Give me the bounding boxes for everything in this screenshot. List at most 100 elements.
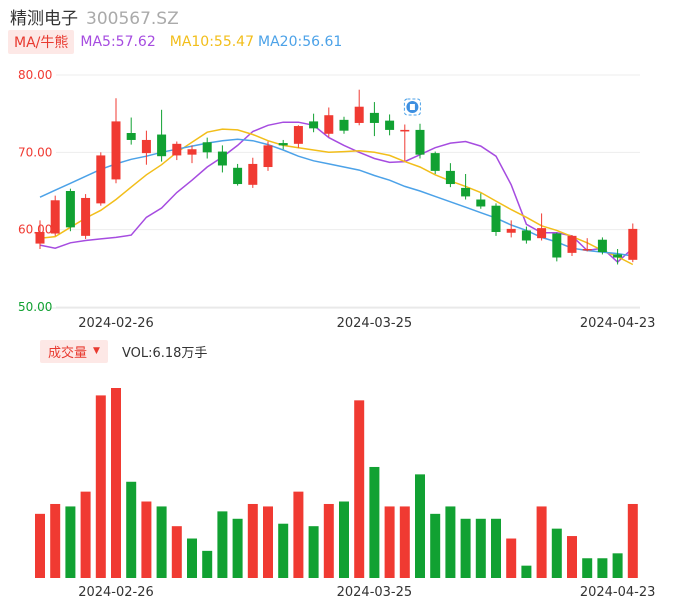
volume-bar (111, 388, 121, 578)
volume-bar (551, 528, 562, 578)
x-tick-label: 2024-02-26 (78, 316, 154, 331)
x-tick-label: 2024-04-23 (580, 585, 656, 600)
ma5-line (39, 121, 634, 264)
ma5-value: MA5:57.62 (80, 34, 156, 50)
volume-bar (308, 526, 319, 578)
candle-body (217, 151, 227, 166)
candle (50, 195, 60, 236)
candle-body (582, 249, 592, 251)
volume-bar (475, 518, 486, 578)
candle-body (202, 142, 212, 153)
candle (597, 237, 607, 255)
volume-bar (399, 506, 410, 578)
candle-body (263, 145, 273, 168)
candle (248, 157, 258, 188)
volume-bar (263, 506, 273, 578)
candle-body (157, 134, 167, 157)
volume-bar (141, 501, 152, 578)
candle (430, 151, 440, 174)
candle (461, 173, 471, 200)
x-tick-label: 2024-03-25 (337, 316, 413, 331)
candle-body (278, 143, 288, 146)
candle (445, 163, 455, 188)
volume-bar (627, 503, 638, 578)
volume-bar (384, 506, 395, 578)
volume-bar (293, 491, 304, 578)
y-tick-label: 80.00 (18, 68, 52, 82)
volume-bar (247, 503, 258, 578)
volume-bar (156, 506, 167, 578)
volume-bar (521, 565, 532, 578)
x-tick-label: 2024-02-26 (78, 585, 154, 600)
volume-indicator-button[interactable]: 成交量 ▼ (40, 339, 108, 363)
stock-code: 300567.SZ (86, 9, 179, 29)
ma-indicator-button[interactable]: MA/牛熊 (8, 30, 75, 54)
news-marker (403, 98, 421, 116)
candle (126, 117, 136, 145)
candle (521, 226, 531, 244)
candle-body (521, 230, 531, 241)
candle (217, 145, 227, 173)
candle (35, 220, 45, 249)
ma10-line (39, 128, 634, 266)
candle (324, 107, 334, 137)
volume-bar (80, 491, 91, 578)
candle-body (491, 205, 501, 232)
candlestick-series (35, 89, 638, 265)
candle (157, 109, 167, 162)
candle (187, 145, 197, 164)
candle (81, 194, 91, 239)
candle (385, 114, 395, 136)
candle (293, 125, 303, 148)
candle (172, 141, 182, 161)
candle-body (461, 187, 471, 197)
candle-body (400, 129, 410, 132)
candle (537, 213, 547, 241)
news-marker-frame (403, 98, 421, 116)
volume-bar (339, 501, 349, 578)
candle-body (628, 228, 638, 260)
volume-bar (187, 538, 197, 578)
candle (400, 124, 410, 161)
x-tick-label: 2024-04-23 (580, 316, 656, 331)
moving-average-lines (39, 121, 634, 266)
ma20-value: MA20:56.61 (258, 34, 343, 50)
candle-body (506, 228, 516, 233)
candle-body (50, 200, 60, 234)
volume-bar (430, 513, 441, 578)
candle-body (415, 129, 425, 155)
candle-body (476, 199, 486, 207)
volume-tag-label: 成交量 (48, 345, 88, 361)
candle-body (537, 228, 547, 239)
candle (278, 139, 288, 150)
candle (415, 123, 425, 159)
candle-body (567, 235, 577, 253)
candle (111, 98, 121, 184)
volume-bar (460, 518, 471, 578)
candle (476, 193, 486, 209)
volume-bar (217, 511, 228, 578)
candle (491, 203, 501, 236)
price-x-axis: 2024-02-26 2024-03-25 2024-04-23 (78, 316, 655, 331)
volume-bar (171, 526, 182, 578)
candle (233, 163, 243, 186)
volume-bar (536, 506, 547, 578)
volume-bar (369, 466, 380, 578)
candle-body (309, 121, 319, 129)
stock-name: 精测电子 (10, 9, 78, 29)
candle (96, 152, 106, 206)
candle-body (187, 149, 197, 155)
candle (202, 137, 212, 159)
candle-body (96, 155, 106, 204)
candle-body (111, 121, 121, 180)
caret-down-icon: ▼ (93, 346, 100, 356)
volume-bar (50, 503, 61, 578)
candle (354, 89, 364, 126)
volume-bar (445, 506, 456, 578)
volume-x-axis: 2024-02-26 2024-03-25 2024-04-23 (78, 585, 655, 600)
candle-body (35, 231, 45, 244)
candle-body (385, 120, 395, 130)
ma20-line (39, 138, 633, 257)
ma-legend: MA/牛熊 MA5:57.62 MA10:55.47 MA20:56.61 (8, 30, 342, 54)
candle-body (552, 233, 562, 258)
